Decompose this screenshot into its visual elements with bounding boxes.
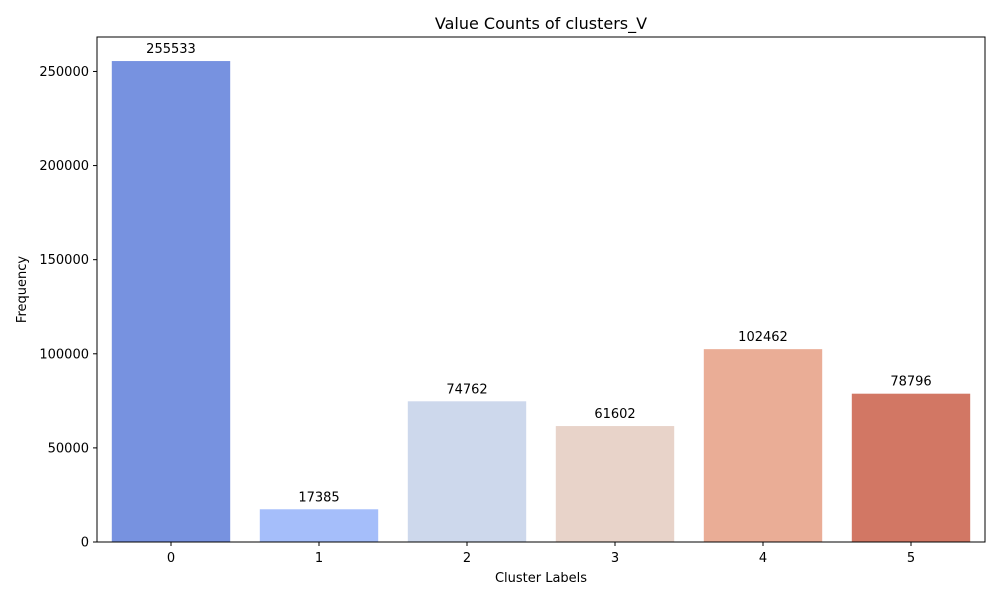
bar-5	[851, 393, 971, 542]
bar-2	[407, 401, 527, 542]
bar-0	[111, 61, 231, 542]
bar-4	[703, 349, 823, 542]
y-tick-label-150000: 150000	[39, 253, 89, 268]
bars-group	[111, 61, 971, 542]
data-label-1: 17385	[298, 490, 339, 505]
y-tick-label-0: 0	[81, 536, 89, 551]
bar-3	[555, 426, 675, 542]
x-tick-label-1: 1	[315, 551, 323, 566]
y-tick-label-100000: 100000	[39, 347, 89, 362]
y-axis-label: Frequency	[15, 256, 30, 323]
x-axis: 0 1 2 3 4 5	[167, 542, 915, 566]
x-tick-label-5: 5	[907, 551, 915, 566]
x-tick-label-3: 3	[611, 551, 619, 566]
data-label-2: 74762	[446, 382, 487, 397]
y-axis: 0 50000 100000 150000 200000 250000	[39, 65, 97, 551]
x-tick-label-4: 4	[759, 551, 767, 566]
y-tick-label-200000: 200000	[39, 159, 89, 174]
chart-title: Value Counts of clusters_V	[435, 14, 647, 34]
plot-frame	[96, 36, 986, 543]
bar-1	[259, 509, 379, 542]
x-tick-label-0: 0	[167, 551, 175, 566]
data-labels-group: 255533 17385 74762 61602 102462 78796	[146, 42, 932, 505]
data-label-4: 102462	[738, 330, 788, 345]
x-axis-label: Cluster Labels	[495, 571, 587, 586]
x-tick-label-2: 2	[463, 551, 471, 566]
y-tick-label-50000: 50000	[48, 441, 89, 456]
data-label-3: 61602	[594, 407, 635, 422]
data-label-5: 78796	[890, 375, 931, 390]
y-tick-label-250000: 250000	[39, 65, 89, 80]
data-label-0: 255533	[146, 42, 196, 57]
